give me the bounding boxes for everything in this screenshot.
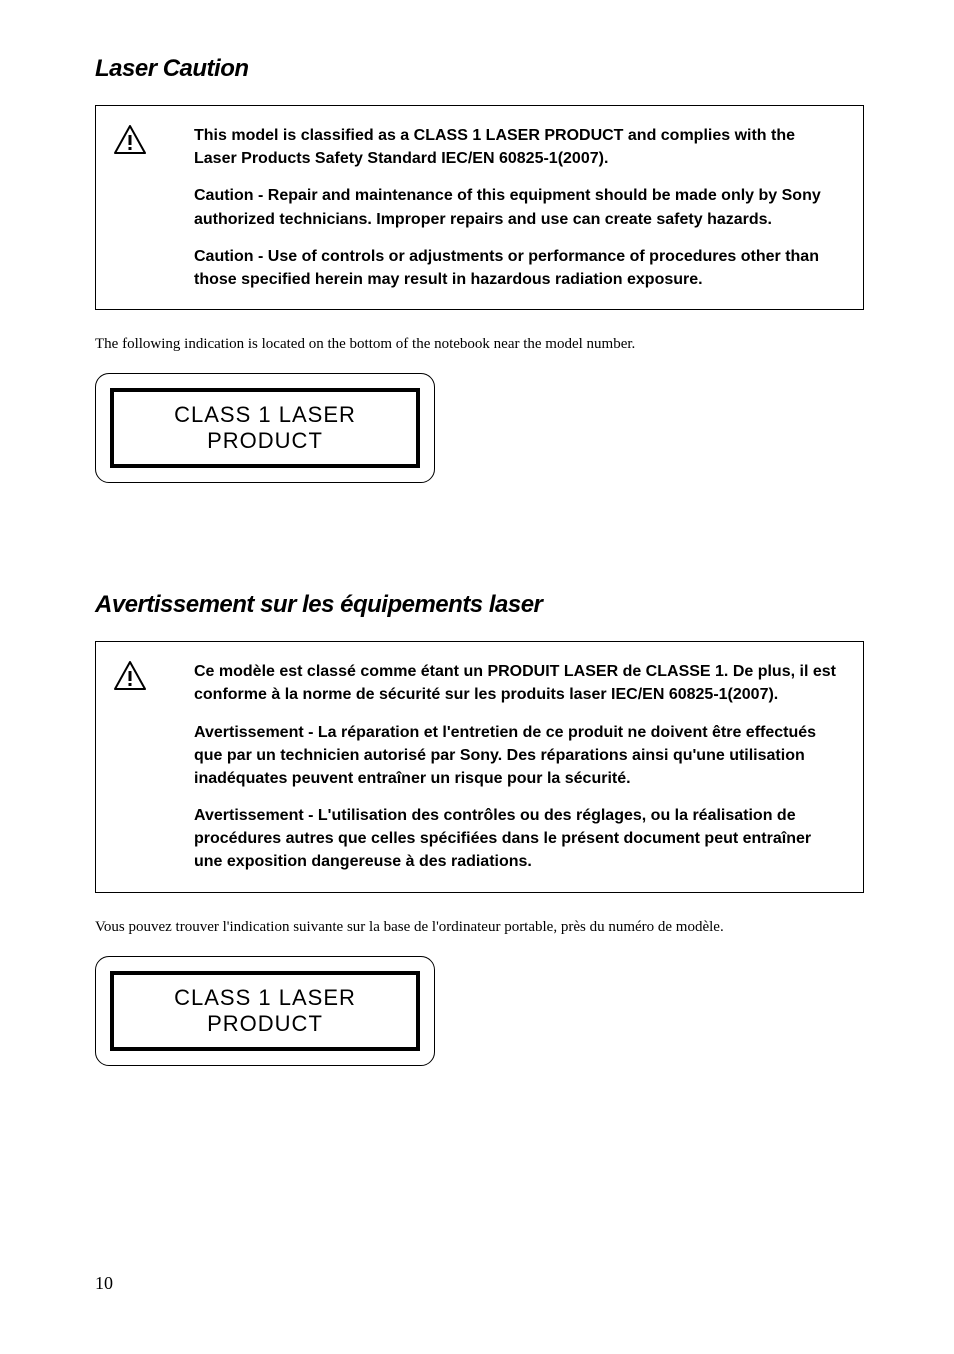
section-spacer [95,543,864,591]
warning-paragraph: Avertissement - L'utilisation des contrô… [194,804,839,874]
warning-icon-cell-en [114,124,194,156]
body-text-fr: Vous pouvez trouver l'indication suivant… [95,917,864,938]
laser-label-text: CLASS 1 LASER PRODUCT [114,975,416,1047]
heading-laser-caution-fr: Avertissement sur les équipements laser [95,591,864,619]
page-number: 10 [95,1273,113,1294]
page-content: Laser Caution This model is classified a… [0,0,954,1106]
laser-label-border: CLASS 1 LASER PRODUCT [110,388,420,468]
warning-paragraph: Caution - Repair and maintenance of this… [194,184,839,230]
warning-paragraph: Avertissement - La réparation et l'entre… [194,721,839,791]
warning-paragraph: Caution - Use of controls or adjustments… [194,245,839,291]
warning-paragraph: This model is classified as a CLASS 1 LA… [194,124,839,170]
warning-icon-cell-fr [114,660,194,692]
warning-icon [114,124,146,156]
warning-icon [114,660,146,692]
laser-label-text: CLASS 1 LASER PRODUCT [114,392,416,464]
warning-box-fr: Ce modèle est classé comme étant un PROD… [95,641,864,893]
warning-text-en: This model is classified as a CLASS 1 LA… [194,124,839,291]
warning-box-en: This model is classified as a CLASS 1 LA… [95,105,864,310]
warning-text-fr: Ce modèle est classé comme étant un PROD… [194,660,839,874]
laser-label-box-fr: CLASS 1 LASER PRODUCT [95,956,435,1066]
laser-label-box-en: CLASS 1 LASER PRODUCT [95,373,435,483]
heading-laser-caution-en: Laser Caution [95,55,864,83]
body-text-en: The following indication is located on t… [95,334,864,355]
laser-label-border: CLASS 1 LASER PRODUCT [110,971,420,1051]
warning-paragraph: Ce modèle est classé comme étant un PROD… [194,660,839,706]
